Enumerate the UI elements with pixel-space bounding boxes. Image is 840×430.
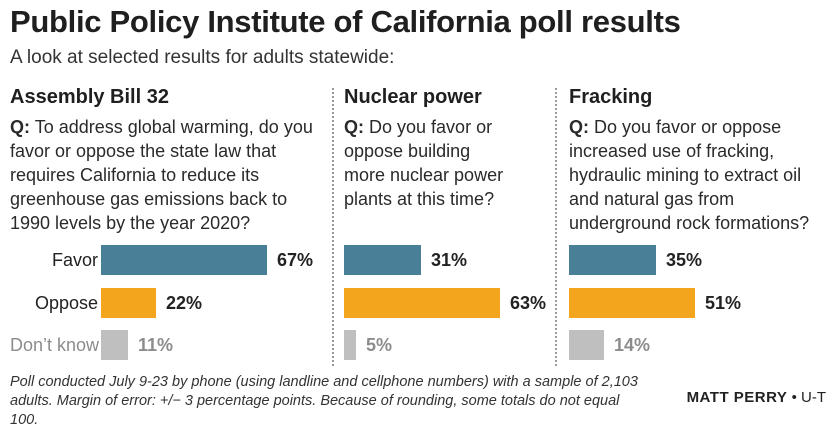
category-label-favor: Favor [51,250,98,270]
question-text: Q: Do you favor or oppose increased use … [569,115,831,235]
question-prefix: Q: [344,117,364,137]
question-body: To address global warming, do you favor … [10,117,313,233]
bar-group-fracking: 35% 51% 14% [569,245,831,365]
footnote: Poll conducted July 9-23 by phone (using… [10,374,638,428]
panel-title: Assembly Bill 32 [10,86,169,108]
value-label-favor: 35% [666,250,703,270]
bar-oppose [569,288,695,318]
bar-oppose [344,288,500,318]
question-prefix: Q: [10,117,30,137]
credit-separator: • [787,389,801,406]
category-label-oppose: Oppose [34,293,98,313]
value-label-oppose: 63% [510,293,547,313]
question-text: Q: To address global warming, do you fav… [10,115,320,235]
panel-nuclear: Nuclear power Q: Do you favor or oppose … [344,86,544,211]
value-label-oppose: 22% [166,293,203,313]
bar-dont-know [569,330,604,360]
bar-group-nuclear: 31% 63% 5% [344,245,554,365]
credit-line: MATT PERRY • U-T [687,389,826,406]
panel-title: Nuclear power [344,86,482,108]
question-body: Do you favor or oppose building more nuc… [344,117,504,209]
value-label-dont-know: 11% [138,335,174,355]
panel-title: Fracking [569,86,653,108]
chart-title: Public Policy Institute of California po… [10,4,681,39]
panel-fracking: Fracking Q: Do you favor or oppose incre… [569,86,831,235]
bar-group-ab32: Favor 67% Oppose 22% Don’t know 11% [10,245,330,365]
question-prefix: Q: [569,117,589,137]
panel-divider-1 [332,88,334,366]
bar-dont-know [101,330,128,360]
bar-favor [101,245,267,275]
category-label-dont-know: Don’t know [10,335,100,355]
value-label-favor: 31% [431,250,468,270]
bar-favor [344,245,421,275]
question-text: Q: Do you favor or oppose building more … [344,115,504,211]
value-label-favor: 67% [277,250,314,270]
value-label-oppose: 51% [705,293,742,313]
panel-ab32: Assembly Bill 32 Q: To address global wa… [10,86,320,235]
question-body: Do you favor or oppose increased use of … [569,117,810,233]
credit-org: U-T [801,389,826,406]
chart-subtitle: A look at selected results for adults st… [10,47,395,68]
value-label-dont-know: 5% [366,335,393,355]
bar-favor [569,245,656,275]
credit-name: MATT PERRY [686,389,788,406]
panel-divider-2 [555,88,557,366]
bar-dont-know [344,330,356,360]
value-label-dont-know: 14% [614,335,651,355]
bar-oppose [101,288,156,318]
